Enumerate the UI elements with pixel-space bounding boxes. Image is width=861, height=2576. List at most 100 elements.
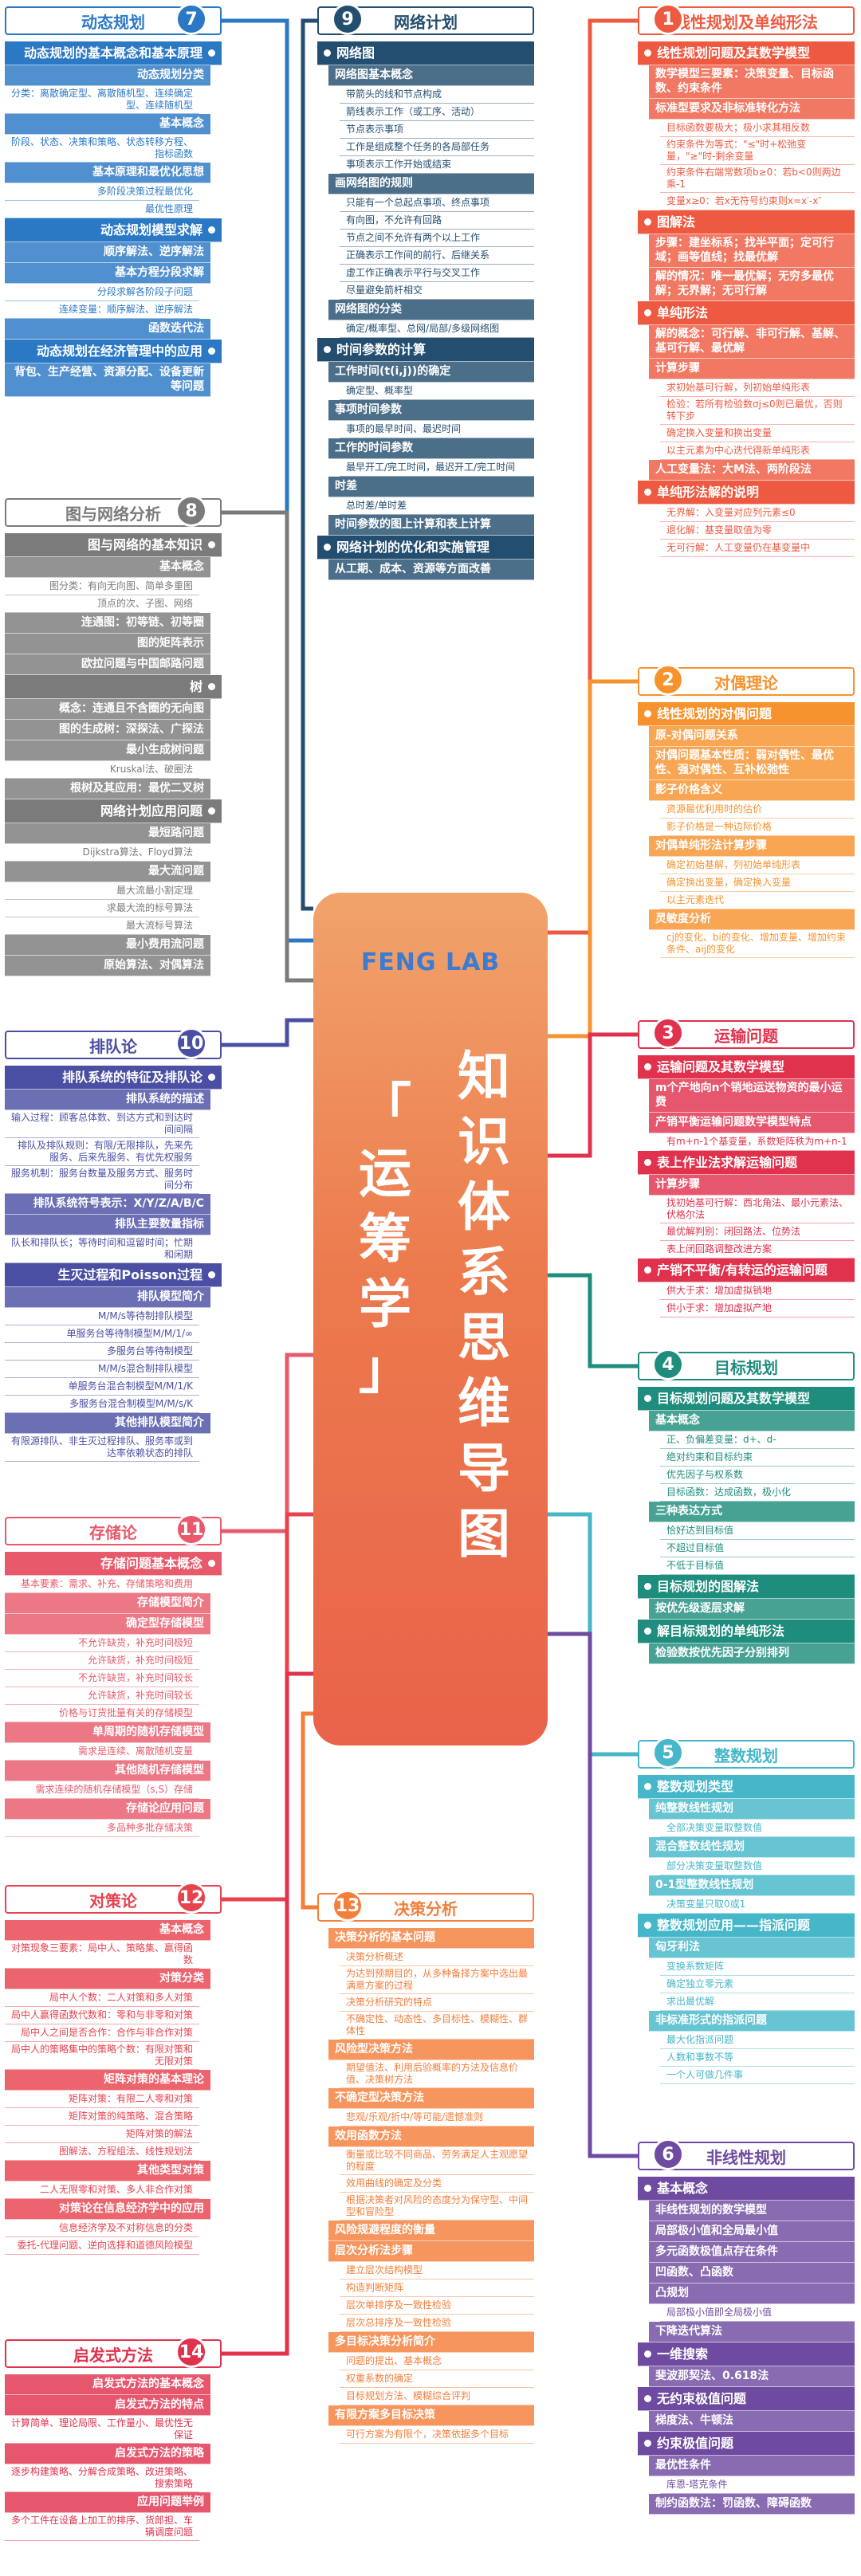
connector-s13 xyxy=(301,1711,317,1910)
node-text: 运输问题及其数学模型 xyxy=(657,1058,785,1074)
node-text: 决策分析概述 xyxy=(346,1951,404,1962)
node-text: 只能有一个总起点事项、终点事项 xyxy=(346,197,490,208)
detail-node: 恰好达到目标值 xyxy=(660,1522,855,1540)
subtopic-node: 排队主要数量指标 xyxy=(5,1215,210,1235)
node-text: 节点表示事项 xyxy=(346,124,404,135)
node-text: 全部决策变量取整数值 xyxy=(666,1822,763,1833)
subtopic-node: 风险型决策方法 xyxy=(328,2040,534,2060)
subtopic-node: 基本概念 xyxy=(5,114,210,135)
node-text: 确定型存储模型 xyxy=(126,1616,204,1630)
subtopic-node: 连通图：初等链、初等圈 xyxy=(5,613,210,634)
subtopic-node: 顺序解法、逆序解法 xyxy=(5,242,210,263)
node-text: 效用函数方法 xyxy=(335,2129,402,2142)
subtopic-node: 图的矩阵表示 xyxy=(5,634,210,654)
node-text: 恰好达到目标值 xyxy=(666,1525,734,1536)
detail-node: 一个人可做几件事 xyxy=(660,2067,855,2084)
subtopic-node: 数学模型三要素：决策变量、目标函数、约束条件 xyxy=(649,65,855,99)
subtopic-node: 根树及其应用：最优二叉树 xyxy=(5,779,210,799)
subtopic-node: 影子价格含义 xyxy=(649,780,855,801)
detail-node: 为达到预期目的，从多种备择方案中选出最满意方案的过程 xyxy=(340,1966,534,1994)
section-title: 整数规划 xyxy=(714,1745,778,1765)
node-text: Dijkstra算法、Floyd算法 xyxy=(82,846,193,858)
node-text: 决策分析的基本问题 xyxy=(335,1930,435,1944)
node-text: 最小费用流问题 xyxy=(126,937,204,951)
subtopic-node: 从工期、成本、资源等方面改善 xyxy=(328,560,534,580)
detail-node: 局中人赢得函数代数和：零和与非零和对策 xyxy=(5,2007,199,2024)
subtopic-node: 层次分析法步骤 xyxy=(328,2241,534,2262)
detail-node: 节点之间不允许有两个以上工作 xyxy=(340,230,534,247)
topic-node: 运输问题及其数学模型 xyxy=(638,1055,855,1079)
detail-node: 不确定性、动态性、多目标性、模糊性、群体性 xyxy=(340,2012,534,2040)
node-text: 一维搜索 xyxy=(657,2346,709,2362)
node-text: 网络计划应用问题 xyxy=(100,803,202,819)
node-text: 连续变量：顺序解法、逆序解法 xyxy=(58,304,193,315)
subtopic-node: 三种表达方式 xyxy=(649,1502,855,1522)
subtopic-node: 解的情况：唯一最优解；无穷多最优解；无界解；无可行解 xyxy=(649,268,855,301)
node-text: 图解法、方程组法、线性规划法 xyxy=(58,2146,193,2157)
node-text: 局中人赢得函数代数和：零和与非零和对策 xyxy=(11,2009,194,2020)
node-text: 事项时间参数 xyxy=(335,402,402,416)
node-text: 检验数按优先因子分别排列 xyxy=(655,1646,789,1659)
node-text: 资源最优利用时的估价 xyxy=(666,803,763,815)
node-text: 退化解：基变量取值为零 xyxy=(666,524,773,536)
node-text: 顺序解法、逆序解法 xyxy=(104,245,204,258)
detail-node: 需求连续的随机存储模型（s,S）存储 xyxy=(5,1781,199,1799)
section-rows: 线性规划问题及其数学模型 数学模型三要素：决策变量、目标函数、约束条件 标准型要求及… xyxy=(638,41,855,557)
node-text: 函数迭代法 xyxy=(148,321,204,335)
detail-node: 只能有一个总起点事项、终点事项 xyxy=(340,194,534,212)
bullet-dot xyxy=(208,348,215,355)
bullet-dot xyxy=(324,346,331,353)
node-text: 目标函数：达成函数，极小化 xyxy=(666,1486,792,1498)
detail-node: M/M/s等待制排队模型 xyxy=(5,1308,199,1325)
node-text: 存储论应用问题 xyxy=(126,1801,204,1815)
topic-node: 目标规划的图解法 xyxy=(638,1575,855,1599)
title-main: 知识体系思维导图 xyxy=(458,1046,510,1565)
subtopic-node: 匈牙利法 xyxy=(649,1938,855,1958)
detail-node: 正确表示工作间的前行、后继关系 xyxy=(340,247,534,265)
detail-node: 有向图，不允许有回路 xyxy=(340,212,534,230)
detail-node: 节点表示事项 xyxy=(340,121,534,139)
node-text: 单服务台等待制模型M/M/1/∞ xyxy=(66,1328,193,1339)
section-number-badge: 14 xyxy=(175,2336,207,2368)
node-text: 多目标决策分析简介 xyxy=(335,2334,435,2348)
subtopic-node: 欧拉问题与中国邮路问题 xyxy=(5,654,210,675)
detail-node: 对策现象三要素：局中人、策略集、赢得函数 xyxy=(5,1941,199,1969)
node-text: 矩阵对策的解法 xyxy=(125,2128,193,2139)
section-rows: 动态规划的基本概念和基本原理 动态规划分类 分类：离散确定型、离散随机型、连续确定型… xyxy=(5,41,222,397)
node-text: 允许缺货，补充时间极短 xyxy=(87,1655,193,1666)
node-text: 应用问题举例 xyxy=(137,2495,204,2508)
section-title: 排队论 xyxy=(89,1036,137,1056)
node-text: 梯度法、牛顿法 xyxy=(655,2413,733,2427)
detail-node: 衡量或比较不同商品、劳务满足人主观愿望的程度 xyxy=(340,2147,534,2175)
detail-node: 多个工件在设备上加工的排序、货郎担、车辆调度问题 xyxy=(5,2513,199,2541)
node-text: 标准型要求及非标准转化方法 xyxy=(655,101,800,115)
section-rows: 启发式方法的基本概念 启发式方法的特点 计算简单、理论局限、工作量小、最优性无保证启… xyxy=(5,2374,222,2541)
topic-node: 网络计划应用问题 xyxy=(5,799,222,823)
connector-s1 xyxy=(548,18,638,935)
subtopic-node: 其他类型对策 xyxy=(5,2161,210,2181)
node-text: 其他排队模型简介 xyxy=(115,1416,204,1429)
section-rows: 整数规划类型 纯整数线性规划 全部决策变量取整数值 混合整数线性规划 部分决策变量取整数… xyxy=(638,1775,855,2084)
subtopic-node: 最小生成树问题 xyxy=(5,740,210,761)
detail-node: 确定初始基解，列初始单纯形表 xyxy=(660,857,855,874)
node-text: 根据决策者对风险的态度分为保守型、中间型和冒险型 xyxy=(346,2194,529,2217)
section-number-badge: 5 xyxy=(652,1737,684,1769)
node-text: 最大流最小割定理 xyxy=(116,885,193,896)
node-text: 变量x≥0：若x无符号约束则x=x′-x″ xyxy=(666,195,822,206)
detail-node: 局中人之间是否合作：合作与非合作对策 xyxy=(5,2024,199,2042)
connector-s2 xyxy=(548,679,638,1039)
bullet-dot xyxy=(644,2185,651,2192)
node-text: 多服务台等待制模型 xyxy=(106,1345,193,1357)
node-text: 概念：连通且不含圈的无向图 xyxy=(59,701,204,715)
subtopic-node: 步骤：建坐标系；找半平面；定可行域；画等值线；找最优解 xyxy=(649,234,855,268)
node-text: 欧拉问题与中国邮路问题 xyxy=(81,657,204,670)
topic-node: 整数规划类型 xyxy=(638,1775,855,1799)
node-text: 矩阵对策的基本理论 xyxy=(104,2072,204,2086)
node-text: 人数和事数不等 xyxy=(666,2052,734,2063)
detail-node: 矩阵对策的纯策略、混合策略 xyxy=(5,2108,199,2126)
node-text: 供小于求：增加虚拟产地 xyxy=(666,1302,773,1314)
connector-s9 xyxy=(301,18,317,911)
detail-node: 分类：离散确定型、离散随机型、连续确定型、连续随机型 xyxy=(5,86,199,114)
node-text: 生灭过程和Poisson过程 xyxy=(57,1266,202,1282)
detail-node: 求最大流的标号算法 xyxy=(5,900,199,917)
